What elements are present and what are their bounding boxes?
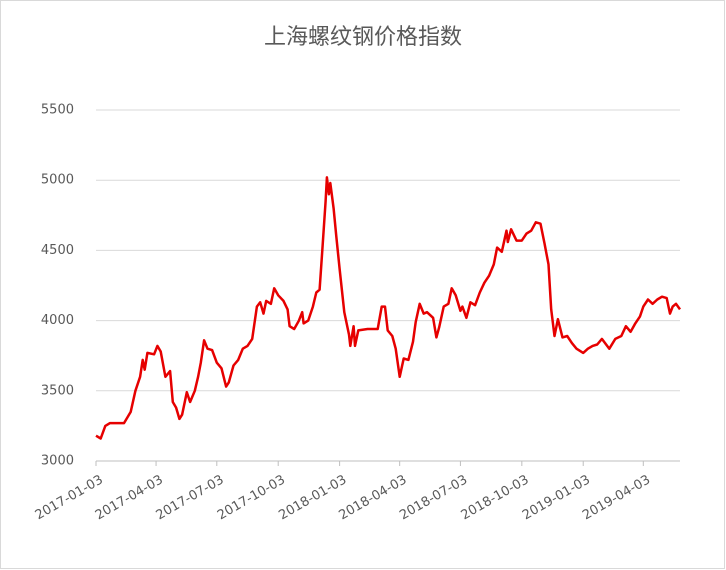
y-tick-label: 5000	[41, 173, 74, 188]
chart-title: 上海螺纹钢价格指数	[264, 25, 462, 50]
line-series	[95, 176, 682, 440]
y-tick-label: 5500	[41, 103, 74, 118]
y-tick-label: 3500	[41, 383, 74, 398]
y-tick-label: 4500	[41, 243, 74, 258]
y-tick-label: 4000	[41, 313, 74, 328]
y-tick-label: 3000	[41, 454, 74, 469]
